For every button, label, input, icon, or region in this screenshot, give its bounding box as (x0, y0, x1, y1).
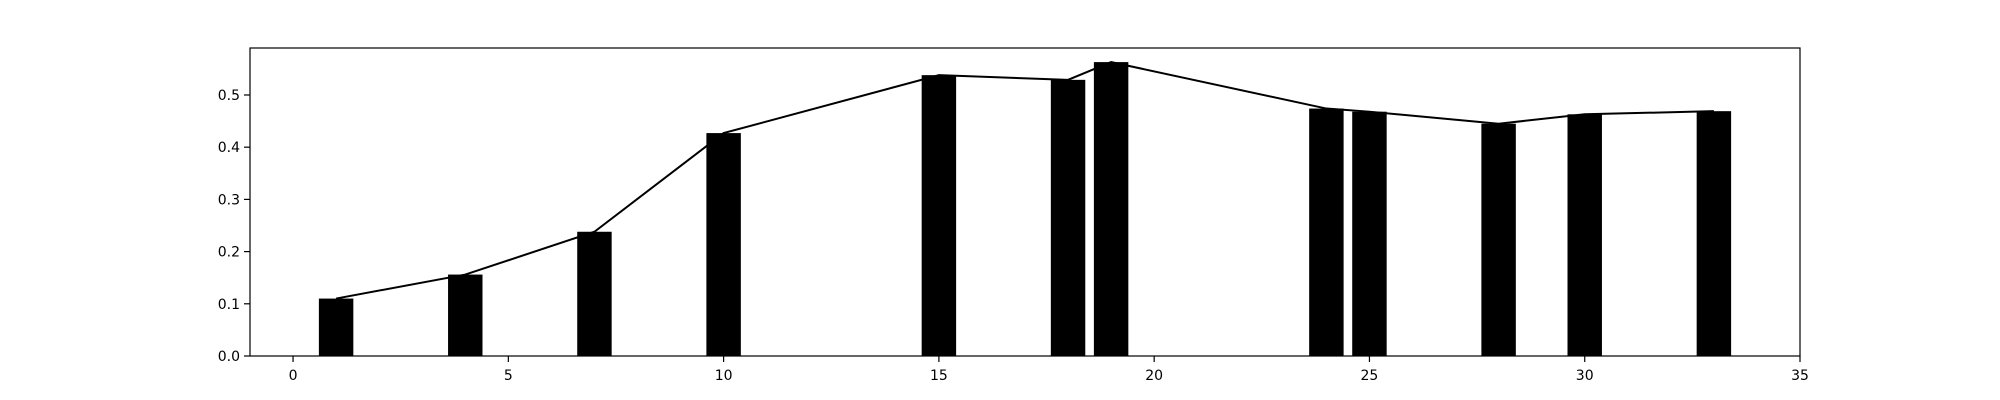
x-tick-label: 30 (1576, 368, 1594, 384)
bars (318, 62, 1732, 357)
series-line (335, 61, 1714, 300)
y-tick-label: 0.4 (218, 140, 240, 156)
bar-25 (1352, 111, 1387, 356)
x-tick-label: 5 (504, 368, 513, 384)
y-tick-label: 0.5 (218, 88, 240, 104)
y-axis: 0.0 0.1 0.2 0.3 0.4 0.5 (218, 88, 250, 365)
bar-33 (1696, 111, 1732, 356)
bar-19 (1093, 62, 1129, 357)
x-tick-label: 0 (289, 368, 298, 384)
bar-30 (1567, 114, 1602, 356)
bar-28 (1481, 123, 1516, 356)
bar-4 (448, 274, 483, 356)
plot-area (249, 47, 1801, 357)
y-tick-label: 0.3 (218, 192, 240, 208)
x-tick-label: 10 (715, 368, 733, 384)
bar-18 (1050, 79, 1086, 357)
axes-frame (249, 47, 1801, 357)
y-tick-label: 0.0 (218, 349, 240, 365)
line-layer (335, 61, 1714, 300)
x-axis: 0 5 10 15 20 25 30 35 (289, 356, 1809, 384)
bar-10 (706, 133, 741, 356)
x-tick-label: 35 (1791, 368, 1809, 384)
x-tick-label: 15 (930, 368, 948, 384)
bar-7 (577, 231, 612, 356)
bar-24 (1309, 108, 1344, 356)
bar-15 (921, 75, 957, 357)
x-tick-label: 20 (1145, 368, 1163, 384)
x-tick-label: 25 (1361, 368, 1379, 384)
y-tick-label: 0.1 (218, 297, 240, 313)
y-tick-label: 0.2 (218, 245, 240, 261)
bar-1 (318, 298, 354, 356)
